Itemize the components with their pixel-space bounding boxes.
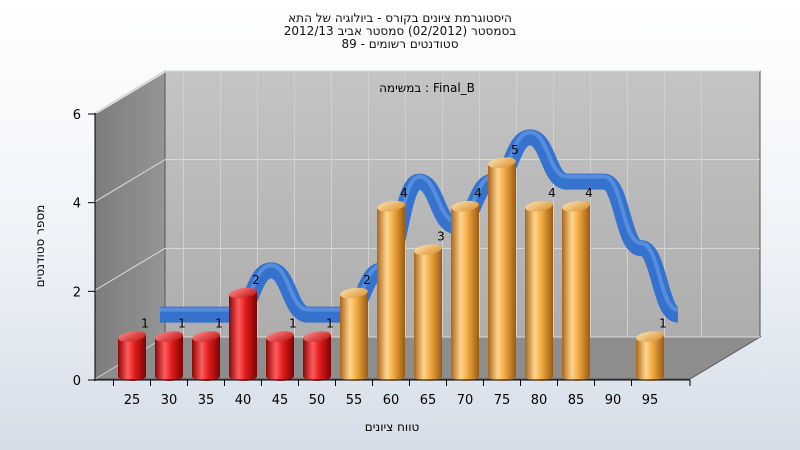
- bar-body: [636, 334, 664, 381]
- bar-top: [377, 200, 405, 212]
- bar-value-label: 4: [474, 186, 482, 200]
- bar-25: 1: [118, 317, 149, 381]
- bar-top: [414, 244, 442, 255]
- bar-body: [451, 204, 479, 381]
- bar-top: [488, 157, 516, 169]
- chart-title-line-2: בסמסטר (02/2012) סמסטר אביב 2012/13: [283, 24, 517, 38]
- bar-body: [303, 334, 331, 381]
- bar-value-label: 1: [215, 317, 223, 331]
- bar-top: [118, 331, 146, 342]
- y-axis-title: מספר סטודנטים: [33, 205, 47, 288]
- bar-body: [155, 334, 183, 381]
- bar-value-label: 5: [511, 143, 519, 157]
- bar-body: [525, 204, 553, 381]
- bar-40: 2: [229, 273, 260, 381]
- bar-value-label: 4: [400, 186, 408, 200]
- bar-70: 4: [451, 186, 482, 381]
- gridlines: [94, 70, 760, 380]
- bar-top: [636, 331, 664, 342]
- chart-title-line-1: היסטוגרמת ציונים בקורס - ביולוגיה של התא: [288, 11, 512, 25]
- bar-value-label: 2: [363, 273, 371, 287]
- bar-value-label: 4: [585, 186, 593, 200]
- bar-30: 1: [155, 317, 186, 381]
- x-tick-label: 55: [346, 393, 363, 408]
- bar-45: 1: [266, 317, 297, 381]
- x-tick-label: 90: [605, 393, 622, 408]
- y-ticks: 0 2 4 6: [73, 108, 95, 389]
- bar-60: 4: [377, 186, 408, 381]
- bars: 1 1 1 2 1 1 2 4 3 4 5 4 4 1: [118, 143, 667, 381]
- bar-top: [303, 331, 331, 342]
- x-tick-label: 60: [383, 393, 400, 408]
- bar-35: 1: [192, 317, 223, 381]
- grid-line-side: [94, 70, 166, 114]
- grid-line-side: [94, 159, 166, 203]
- bar-85: 4: [562, 186, 593, 381]
- bar-65: 3: [414, 230, 445, 381]
- bar-value-label: 2: [252, 273, 260, 287]
- curve-ribbon: [160, 129, 681, 323]
- bar-top: [562, 200, 590, 212]
- bar-body: [118, 334, 146, 381]
- bar-top: [340, 287, 368, 299]
- bar-55: 2: [340, 273, 371, 381]
- bar-50: 1: [303, 317, 334, 381]
- bar-value-label: 1: [178, 317, 186, 331]
- bar-body: [340, 291, 368, 381]
- curve-highlight: [160, 130, 679, 312]
- bar-body: [229, 291, 257, 381]
- bar-75: 5: [488, 143, 519, 381]
- bar-body: [488, 160, 516, 381]
- chart-title-line-3: סטודנטים רשומים - 89: [341, 37, 459, 51]
- bar-body: [192, 334, 220, 381]
- x-tick-label: 40: [235, 393, 252, 408]
- bar-value-label: 1: [326, 317, 334, 331]
- y-tick-label: 6: [73, 108, 81, 123]
- bar-top: [192, 331, 220, 342]
- x-tick-label: 75: [494, 393, 511, 408]
- bar-80: 4: [525, 186, 556, 381]
- grid-line-side: [94, 247, 166, 291]
- bar-body: [562, 204, 590, 381]
- bar-value-label: 4: [548, 186, 556, 200]
- bar-value-label: 1: [659, 317, 667, 331]
- bar-top: [525, 200, 553, 212]
- x-axis-title: טווח ציונים: [365, 420, 420, 434]
- x-tick-label: 70: [457, 393, 474, 408]
- bar-top: [155, 331, 183, 342]
- bar-body: [414, 247, 442, 381]
- y-tick-label: 2: [73, 285, 81, 300]
- distribution-curve: [160, 129, 681, 323]
- bar-value-label: 1: [141, 317, 149, 331]
- bar-top: [266, 331, 294, 342]
- bar-top: [451, 200, 479, 212]
- x-tick-label: 95: [642, 393, 659, 408]
- x-tick-label: 25: [124, 393, 141, 408]
- y-tick-label: 4: [73, 197, 81, 212]
- x-tick-label: 35: [198, 393, 215, 408]
- x-tick-label: 50: [309, 393, 326, 408]
- x-tick-label: 45: [272, 393, 289, 408]
- chart-annotation: במשימה : Final_B: [379, 81, 475, 95]
- x-tick-label: 85: [568, 393, 585, 408]
- x-tick-label: 65: [420, 393, 437, 408]
- bar-body: [377, 204, 405, 381]
- bar-body: [266, 334, 294, 381]
- x-ticks: 25 30 35 40 45 50 55 60 65 70 75 80 85 90 95: [113, 380, 691, 408]
- bar-value-label: 3: [437, 230, 445, 244]
- x-tick-label: 80: [531, 393, 548, 408]
- y-tick-label: 0: [73, 374, 81, 389]
- x-tick-label: 30: [161, 393, 178, 408]
- bar-value-label: 1: [289, 317, 297, 331]
- bar-95: 1: [636, 317, 667, 381]
- bar-top: [229, 287, 257, 299]
